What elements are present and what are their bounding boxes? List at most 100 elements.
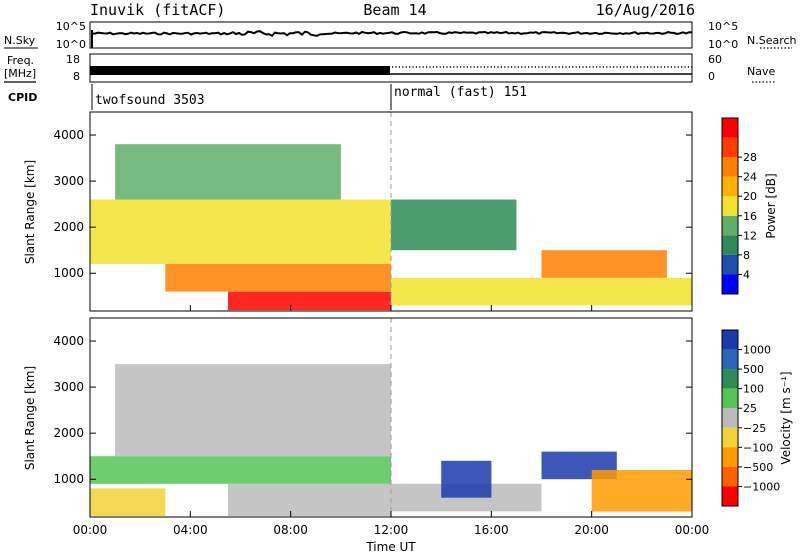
power-ytick-label: 1000 [53, 266, 84, 280]
power-colorbar-tick-label: 4 [743, 268, 750, 281]
power-colorbar-segment [722, 254, 738, 275]
velocity-colorbar: 1000 500 100 25 −25 −100 −500 −1000 Velocity [m… [721, 329, 793, 507]
velocity-colorbar-tick-label: 25 [743, 402, 757, 415]
power-heatmap-cells [90, 144, 692, 311]
nsky-panel: N.Sky 10^5 10^0 10^5 10^0 N.Search [4, 20, 797, 51]
velocity-xtick-label: 20:00 [574, 523, 609, 537]
power-x-ticks [89, 305, 693, 311]
power-colorbar-segment [722, 118, 738, 138]
power-colorbar-segment [722, 157, 738, 177]
velocity-xtick-label: 00:00 [73, 523, 108, 537]
power-region-2 [90, 199, 391, 264]
station-title: Inuvik (fitACF) [90, 1, 225, 19]
velocity-colorbar-tick-label: 1000 [743, 344, 771, 357]
velocity-colorbar-tick-label: −500 [743, 461, 773, 474]
velocity-colorbar-segment [722, 466, 738, 487]
power-panel: Slant Range [km] 1000 2000 3000 4000 [23, 111, 693, 312]
nave-tick-bottom: 0 [708, 70, 715, 83]
power-region-4 [391, 277, 692, 306]
velocity-ytick-label: 3000 [53, 380, 84, 394]
nsky-label: N.Sky [4, 34, 36, 47]
velocity-region-7 [591, 470, 692, 512]
velocity-colorbar-segment [722, 408, 738, 428]
velocity-colorbar-tick-label: −25 [743, 422, 766, 435]
power-colorbar-tick-label: 16 [743, 210, 757, 223]
nsky-tick-top: 10^5 [56, 20, 86, 33]
velocity-x-ticks: 00:00 04:00 08:00 12:00 16:00 20:00 00:00 [73, 511, 710, 537]
velocity-colorbar-cells [722, 330, 738, 506]
velocity-region-0 [90, 488, 166, 516]
velocity-region-3 [115, 364, 391, 457]
power-ytick-label: 4000 [53, 128, 84, 142]
power-ytick-label: 3000 [53, 174, 84, 188]
power-colorbar-segment [722, 196, 738, 216]
date-title: 16/Aug/2016 [596, 1, 695, 19]
power-colorbar-segment [722, 274, 738, 294]
power-colorbar-tick-label: 20 [743, 190, 757, 203]
power-region-1 [165, 264, 392, 292]
velocity-colorbar-segment [722, 349, 738, 370]
velocity-xtick-label: 16:00 [474, 523, 509, 537]
velocity-colorbar-segment [722, 330, 738, 350]
time-axis-label: Time UT [365, 540, 416, 554]
power-colorbar-segment [722, 137, 738, 158]
cpid-label: CPID [8, 91, 37, 104]
power-colorbar-tick-label: 8 [743, 249, 750, 262]
velocity-colorbar-tick-label: 100 [743, 383, 764, 396]
nsky-trace [91, 30, 693, 38]
nsky-tick-bottom: 10^0 [56, 38, 86, 51]
velocity-colorbar-ticks: 1000 500 100 25 −25 −100 −500 −1000 [738, 344, 780, 493]
velocity-colorbar-frame [721, 329, 739, 507]
velocity-colorbar-tick-label: 500 [743, 363, 764, 376]
velocity-colorbar-segment [722, 369, 738, 389]
velocity-colorbar-tick-label: −100 [743, 441, 773, 454]
velocity-xtick-label: 04:00 [173, 523, 208, 537]
power-ylabel: Slant Range [km] [23, 160, 37, 264]
power-y-ticks: 1000 2000 3000 4000 [53, 128, 692, 280]
nsearch-tick-top: 10^5 [708, 20, 738, 33]
power-colorbar-cells [722, 118, 738, 294]
nsearch-label: N.Search [747, 34, 797, 47]
velocity-colorbar-segment [722, 388, 738, 409]
velocity-region-2 [90, 456, 391, 484]
freq-tick-top: 18 [66, 53, 80, 66]
freq-unit-label: [MHz] [4, 67, 36, 80]
freq-band-twofsound [90, 66, 390, 75]
velocity-heatmap-cells [90, 364, 692, 516]
beam-title: Beam 14 [363, 1, 426, 19]
power-colorbar-label: Power [dB] [764, 173, 778, 238]
velocity-colorbar-tick-label: −1000 [743, 480, 780, 493]
power-colorbar: 4 8 12 16 20 24 28 Power [dB] [721, 117, 778, 295]
velocity-colorbar-segment [722, 447, 738, 467]
nave-tick-top: 60 [708, 53, 722, 66]
cpid-segment-twofsound: twofsound 3503 [95, 93, 205, 108]
velocity-ytick-label: 2000 [53, 426, 84, 440]
power-region-3 [115, 144, 341, 200]
power-colorbar-tick-label: 28 [743, 151, 757, 164]
velocity-region-5 [441, 460, 492, 498]
nsearch-tick-bottom: 10^0 [708, 38, 738, 51]
power-colorbar-frame [721, 117, 739, 295]
cpid-panel: CPID twofsound 3503 normal (fast) 151 [8, 84, 527, 110]
velocity-region-1 [228, 483, 391, 516]
freq-label: Freq. [7, 54, 34, 67]
power-ytick-label: 2000 [53, 220, 84, 234]
velocity-ytick-label: 4000 [53, 334, 84, 348]
nave-label: Nave [747, 65, 775, 78]
velocity-colorbar-label: Velocity [m s⁻¹] [779, 371, 793, 464]
velocity-colorbar-segment [722, 486, 738, 506]
velocity-xtick-label: 12:00 [374, 523, 409, 537]
power-colorbar-tick-label: 24 [743, 171, 757, 184]
cpid-segment-normal: normal (fast) 151 [394, 85, 527, 100]
velocity-xtick-label: 08:00 [273, 523, 308, 537]
freq-panel: Freq. [MHz] 18 8 60 0 Nave [4, 53, 775, 83]
power-region-5 [541, 250, 667, 278]
velocity-ytick-label: 1000 [53, 472, 84, 486]
freq-tick-bottom: 8 [73, 70, 80, 83]
power-colorbar-segment [722, 215, 738, 236]
power-colorbar-segment [722, 176, 738, 197]
velocity-xtick-label: 00:00 [675, 523, 710, 537]
velocity-ylabel: Slant Range [km] [23, 366, 37, 470]
